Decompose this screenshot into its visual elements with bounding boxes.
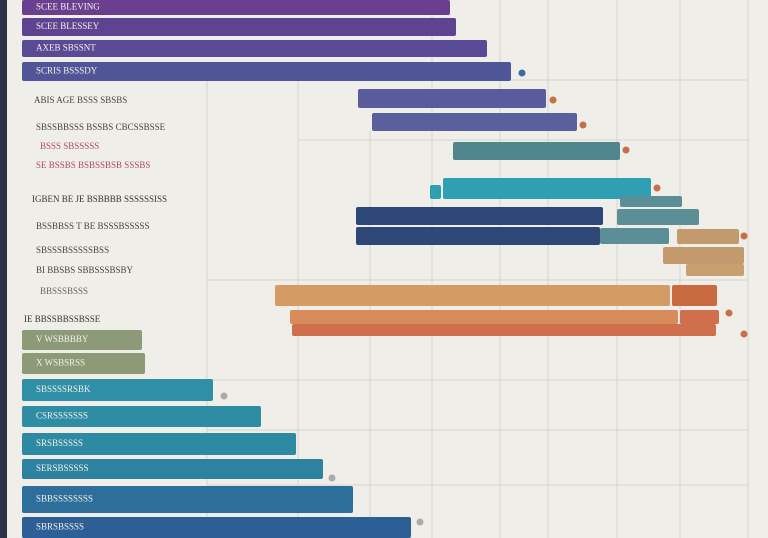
bar-label: AXEB SBSSNT — [36, 43, 96, 53]
bar — [372, 113, 577, 131]
bar-label: SERSBSSSSS — [36, 463, 89, 473]
bar-label: CSRSSSSSSS — [36, 411, 88, 421]
side-label: BI BBSBS SBBSSSBSBY — [36, 265, 134, 275]
bar-label: V WSBBBBY — [36, 334, 89, 344]
bar — [22, 406, 261, 427]
side-label: IGBEN BE JE BSBBBB SSSSSSISS — [32, 194, 167, 204]
bar-label: SBRSBSSSS — [36, 522, 84, 532]
bar — [22, 459, 323, 479]
side-label: BSSS SBSSSSS — [40, 141, 99, 151]
bar — [453, 142, 620, 160]
bar — [22, 40, 487, 57]
bar-label: SRSBSSSSS — [36, 438, 83, 448]
bar — [356, 227, 600, 245]
bar — [672, 285, 717, 306]
marker — [622, 146, 630, 154]
marker — [328, 474, 336, 482]
left-edge — [0, 0, 7, 538]
marker — [220, 392, 228, 400]
marker — [518, 69, 526, 77]
bar — [430, 185, 441, 199]
bar — [358, 89, 546, 108]
bar — [663, 247, 744, 264]
side-label: SBSSBBSSS BSSBS CBCSSBSSE — [36, 122, 166, 132]
marker — [725, 309, 733, 317]
bar — [22, 433, 296, 455]
bar — [22, 353, 145, 374]
marker — [579, 121, 587, 129]
side-label: IE BBSSBBSSBSSE — [24, 314, 101, 324]
bar-label: SBBSSSSSSSS — [36, 494, 93, 504]
bar — [620, 196, 682, 207]
bar — [600, 228, 669, 244]
bar — [680, 310, 719, 324]
bar — [617, 209, 699, 225]
bar — [22, 486, 353, 513]
marker — [653, 184, 661, 192]
bar-label: SCRIS BSSSDY — [36, 66, 98, 76]
bar — [292, 324, 716, 336]
marker — [549, 96, 557, 104]
bar-label: SCEE BLEVING — [36, 2, 100, 12]
bar — [356, 207, 603, 225]
bar — [22, 18, 456, 36]
bar — [677, 229, 739, 244]
side-label: BBSSSBSSS — [40, 286, 88, 296]
side-label: BSSBBSS T BE BSSSBSSSSS — [36, 221, 150, 231]
marker — [740, 330, 748, 338]
side-label: SBSSSBSSSSSBSS — [36, 245, 109, 255]
bar — [22, 379, 213, 401]
bar — [22, 517, 411, 538]
bar — [443, 178, 651, 199]
marker — [740, 232, 748, 240]
bar-label: X WSBSRSS — [36, 358, 85, 368]
side-label: ABIS AGE BSSS SBSBS — [34, 95, 127, 105]
bar — [22, 62, 511, 81]
bar — [275, 285, 670, 306]
bar — [22, 330, 142, 350]
marker — [416, 518, 424, 526]
bar — [686, 264, 744, 276]
bar-label: SCEE BLESSEY — [36, 21, 100, 31]
bar — [290, 310, 678, 324]
bar-label: SBSSSSRSBK — [36, 384, 91, 394]
bar — [22, 0, 450, 15]
side-label: SE BSSBS BSBSSBSB SSSBS — [36, 160, 150, 170]
